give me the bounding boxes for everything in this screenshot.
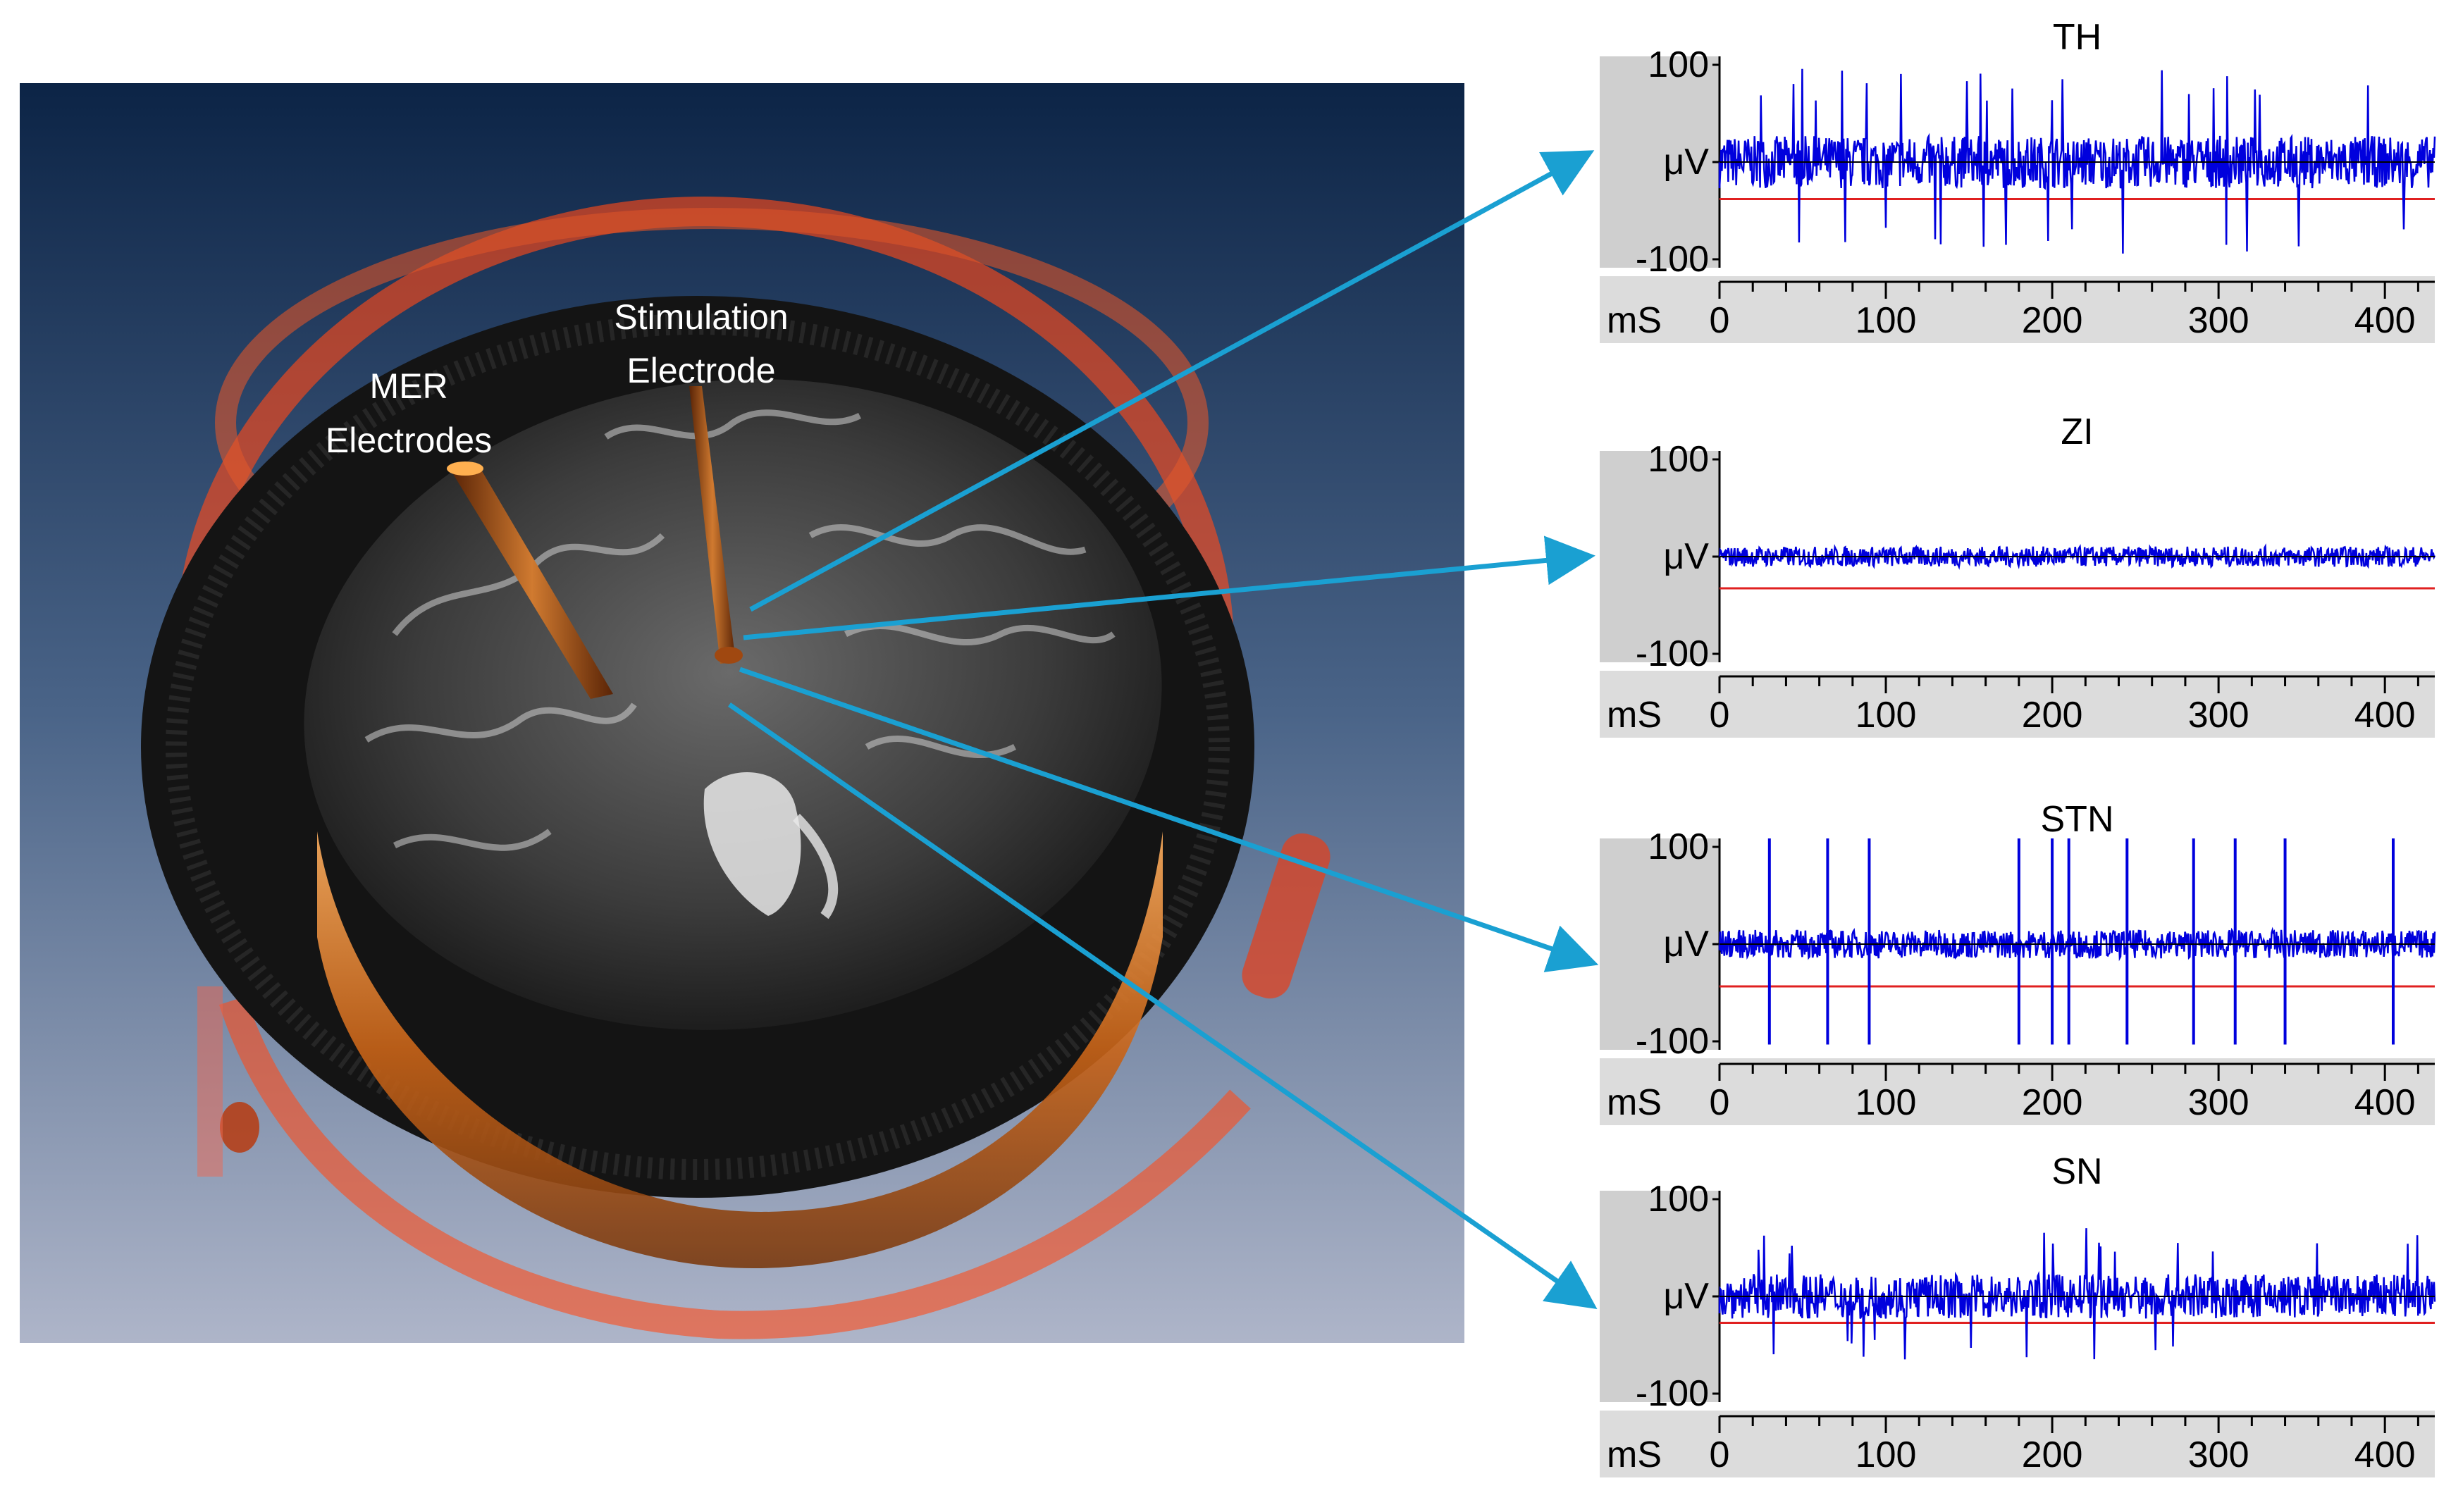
x-tick-label: 200 — [2022, 695, 2083, 736]
x-tick-label: 0 — [1710, 300, 1730, 341]
y-tick-label: 100 — [1648, 439, 1709, 480]
x-tick-label: 200 — [2022, 1434, 2083, 1475]
x-axis-bar — [1600, 1411, 2435, 1477]
stim-label-line1: Stimulation — [614, 297, 788, 337]
y-tick-label: -100 — [1636, 239, 1709, 280]
x-tick-label: 200 — [2022, 300, 2083, 341]
x-tick-label: 100 — [1856, 1082, 1917, 1123]
x-unit-label: mS — [1607, 300, 1662, 341]
y-tick-label: -100 — [1636, 1373, 1709, 1414]
arrow-to-zi — [743, 535, 1595, 640]
x-tick-label: 300 — [2188, 1434, 2249, 1475]
connection-arrows — [727, 150, 1599, 1310]
x-tick-label: 100 — [1856, 300, 1917, 341]
y-axis-box — [1600, 451, 1720, 662]
recording-panels: TH 100 μV -100 mS 0 100 200 300 400 ZI 100 μV -100 mS 0… — [1600, 17, 2436, 1477]
recording-panel-sn: SN 100 μV -100 mS 0 100 200 300 400 — [1600, 1151, 2436, 1477]
arrow-to-stn — [739, 667, 1599, 972]
panel-title: SN — [2051, 1151, 2102, 1192]
recording-panel-stn: STN 100 μV -100 mS 0 100 200 300 400 — [1600, 799, 2436, 1125]
x-axis-bar — [1600, 1058, 2435, 1125]
x-tick-label: 400 — [2354, 300, 2416, 341]
y-unit-label: μV — [1663, 1276, 1709, 1317]
arrow-to-th — [749, 150, 1595, 612]
stim-label-line2: Electrode — [626, 351, 775, 390]
y-unit-label: μV — [1663, 142, 1709, 182]
x-unit-label: mS — [1607, 1082, 1662, 1123]
y-unit-label: μV — [1663, 536, 1709, 577]
signal-trace — [1718, 68, 2436, 254]
y-tick-label: 100 — [1648, 44, 1709, 85]
y-unit-label: μV — [1663, 924, 1709, 965]
panel-title: TH — [2053, 17, 2101, 58]
mer-electrode — [447, 461, 613, 699]
x-tick-label: 400 — [2354, 695, 2416, 736]
orange-volume-band — [317, 831, 1163, 1268]
y-tick-label: -100 — [1636, 633, 1709, 674]
y-axis-box — [1600, 56, 1720, 268]
mer-label-line1: MER — [369, 366, 447, 406]
y-tick-label: 100 — [1648, 1179, 1709, 1220]
panel-title: STN — [2041, 799, 2114, 840]
x-tick-label: 400 — [2354, 1082, 2416, 1123]
y-axis-box — [1600, 1191, 1720, 1402]
x-axis-bar — [1600, 671, 2435, 738]
mer-label-line2: Electrodes — [326, 421, 492, 460]
y-tick-label: -100 — [1636, 1021, 1709, 1062]
y-tick-label: 100 — [1648, 826, 1709, 867]
signal-trace — [1718, 927, 2436, 962]
x-tick-label: 100 — [1856, 1434, 1917, 1475]
x-axis-bar — [1600, 276, 2435, 343]
x-tick-label: 0 — [1710, 695, 1730, 736]
x-tick-label: 300 — [2188, 695, 2249, 736]
brain-3d-view: MER Electrodes Stimulation Electrode — [20, 83, 1464, 1343]
arrow-to-sn — [727, 702, 1598, 1310]
x-tick-label: 0 — [1710, 1434, 1730, 1475]
x-tick-label: 200 — [2022, 1082, 2083, 1123]
panel-title: ZI — [2061, 411, 2093, 452]
brain-gyri — [364, 409, 1116, 851]
signal-trace — [1718, 1228, 2436, 1360]
recording-panel-th: TH 100 μV -100 mS 0 100 200 300 400 — [1600, 17, 2436, 343]
x-tick-label: 300 — [2188, 1082, 2249, 1123]
signal-trace — [1718, 543, 2436, 570]
recording-panel-zi: ZI 100 μV -100 mS 0 100 200 300 400 — [1600, 411, 2436, 738]
x-tick-label: 100 — [1856, 695, 1917, 736]
x-tick-label: 300 — [2188, 300, 2249, 341]
x-tick-label: 0 — [1710, 1082, 1730, 1123]
x-unit-label: mS — [1607, 1434, 1662, 1475]
x-tick-label: 400 — [2354, 1434, 2416, 1475]
y-axis-box — [1600, 838, 1720, 1050]
stimulation-electrode — [689, 386, 743, 664]
ventricle — [703, 772, 801, 916]
x-unit-label: mS — [1607, 695, 1662, 736]
